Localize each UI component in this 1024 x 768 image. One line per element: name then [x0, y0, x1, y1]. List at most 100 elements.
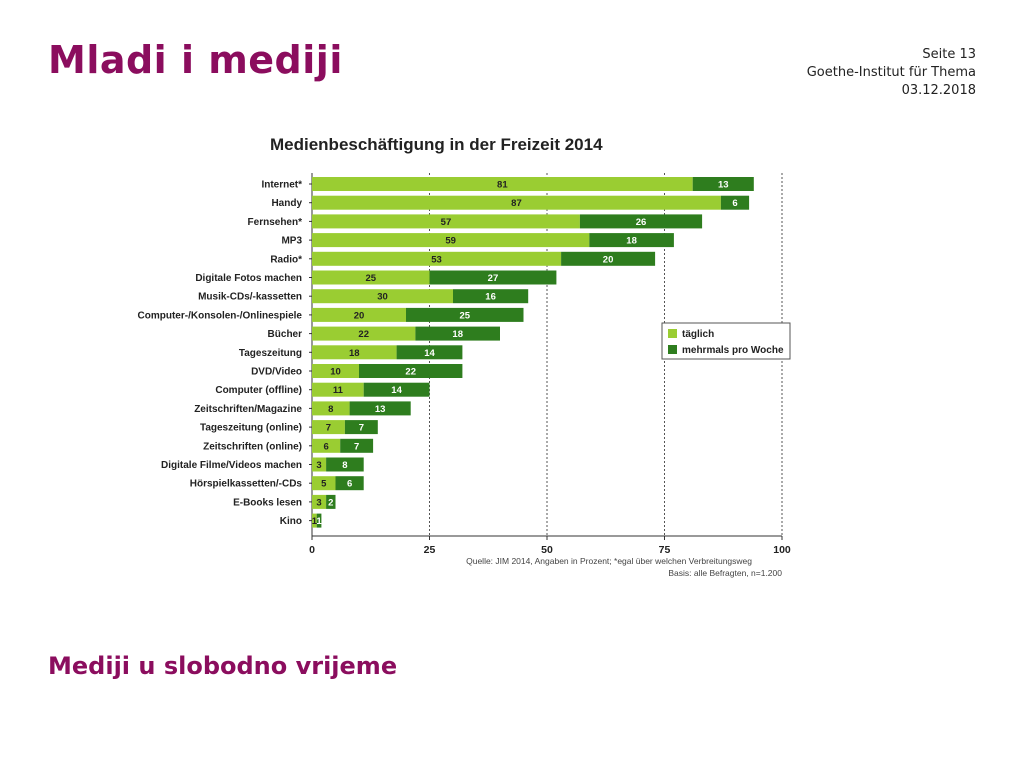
- x-tick-label: 100: [773, 544, 791, 556]
- bar-mehrmals: [406, 307, 524, 322]
- bar-mehrmals: [326, 457, 364, 472]
- bar-taeglich: [312, 251, 562, 266]
- data-label-mehrmals: 14: [424, 348, 435, 359]
- data-label-mehrmals: 6: [347, 479, 352, 490]
- bar-taeglich: [312, 438, 341, 453]
- bar-taeglich: [312, 494, 327, 509]
- category-label: Musik-CDs/-kassetten: [198, 292, 302, 303]
- bar-taeglich: [312, 513, 317, 528]
- category-label: Computer (offline): [215, 385, 302, 396]
- category-label: Fernsehen*: [248, 217, 303, 228]
- data-label-taeglich: 8: [328, 404, 333, 415]
- data-label-taeglich: 3: [316, 497, 321, 508]
- bar-mehrmals: [429, 270, 557, 285]
- chart-basis: Basis: alle Befragten, n=1.200: [668, 568, 782, 578]
- bar-taeglich: [312, 289, 453, 304]
- bar-mehrmals: [326, 494, 336, 509]
- data-label-taeglich: 59: [445, 236, 456, 247]
- data-label-mehrmals: 25: [459, 310, 470, 321]
- bar-mehrmals: [340, 438, 374, 453]
- slide-date: 03.12.2018: [901, 83, 976, 98]
- data-label-taeglich: 87: [511, 198, 522, 209]
- bar-mehrmals: [692, 177, 754, 191]
- chart-title: Medienbeschäftigung in der Freizeit 2014: [270, 135, 603, 154]
- bar-mehrmals: [396, 345, 463, 360]
- data-label-taeglich: 5: [321, 479, 327, 490]
- bar-mehrmals: [344, 420, 378, 435]
- bar-mehrmals: [316, 513, 322, 528]
- legend-swatch-mehrmals: [668, 345, 677, 354]
- category-label: Radio*: [270, 254, 302, 265]
- bar-mehrmals: [349, 401, 411, 416]
- category-label: Digitale Fotos machen: [195, 273, 302, 284]
- bar-taeglich: [312, 233, 590, 248]
- bar-mehrmals: [561, 251, 656, 266]
- data-label-taeglich: 57: [441, 217, 452, 228]
- category-label: Zeitschriften/Magazine: [194, 404, 302, 415]
- slide-title: Mladi i mediji: [48, 38, 343, 82]
- category-label: E-Books lesen: [233, 497, 302, 508]
- category-label: Zeitschriften (online): [203, 441, 302, 452]
- legend-label-taeglich: täglich: [682, 329, 714, 340]
- bar-taeglich: [312, 270, 430, 285]
- data-label-mehrmals: 2: [328, 497, 333, 508]
- data-label-mehrmals: 22: [405, 367, 416, 378]
- bar-taeglich: [312, 420, 345, 435]
- data-label-mehrmals: 7: [359, 423, 364, 434]
- bar-mehrmals: [359, 364, 463, 378]
- category-label: Tageszeitung: [239, 348, 302, 359]
- category-label: Tageszeitung (online): [200, 423, 302, 434]
- bar-mehrmals: [363, 382, 430, 397]
- data-label-taeglich: 3: [316, 460, 321, 471]
- x-tick-label: 25: [424, 544, 436, 556]
- bar-taeglich: [312, 364, 359, 378]
- data-label-taeglich: 30: [377, 292, 388, 303]
- category-label: Digitale Filme/Videos machen: [161, 460, 302, 471]
- x-tick-label: 0: [309, 544, 315, 556]
- data-label-mehrmals: 8: [342, 460, 347, 471]
- bar-mehrmals: [589, 233, 674, 248]
- data-label-taeglich: 22: [358, 329, 369, 340]
- category-label: MP3: [281, 236, 302, 247]
- data-label-mehrmals: 13: [375, 404, 386, 415]
- bar-taeglich: [312, 326, 416, 341]
- data-label-mehrmals: 13: [718, 180, 729, 191]
- chart-source: Quelle: JIM 2014, Angaben in Prozent; *e…: [466, 556, 752, 566]
- bar-taeglich: [312, 382, 364, 397]
- data-label-taeglich: 81: [497, 180, 508, 191]
- bar-taeglich: [312, 307, 406, 322]
- bar-taeglich: [312, 214, 580, 229]
- bar-taeglich: [312, 476, 336, 491]
- data-label-taeglich: 18: [349, 348, 360, 359]
- bar-taeglich: [312, 177, 693, 191]
- category-label: Computer-/Konsolen-/Onlinespiele: [138, 310, 303, 321]
- data-label-taeglich: 1: [312, 516, 318, 527]
- bar-mehrmals: [720, 195, 750, 210]
- data-label-taeglich: 6: [323, 441, 328, 452]
- data-label-mehrmals: 16: [485, 292, 496, 303]
- bar-taeglich: [312, 401, 350, 416]
- data-label-mehrmals: 14: [391, 385, 402, 396]
- legend-box: [661, 322, 791, 360]
- data-label-taeglich: 7: [326, 423, 331, 434]
- bar-taeglich: [312, 457, 327, 472]
- category-label: Bücher: [268, 329, 303, 340]
- data-label-taeglich: 53: [431, 254, 442, 265]
- data-label-mehrmals: 18: [626, 236, 637, 247]
- page-number: Seite 13: [922, 47, 976, 62]
- bar-taeglich: [312, 345, 397, 360]
- slide-subtitle: Mediji u slobodno vrijeme: [48, 652, 398, 680]
- bar-mehrmals: [453, 289, 529, 304]
- data-label-mehrmals: 6: [732, 198, 737, 209]
- institute-name: Goethe-Institut für Thema: [806, 65, 976, 80]
- x-tick-label: 75: [659, 544, 671, 556]
- category-label: DVD/Video: [251, 367, 302, 378]
- data-label-mehrmals: 1: [316, 516, 322, 527]
- bar-mehrmals: [415, 326, 500, 341]
- bar-mehrmals: [335, 476, 364, 491]
- x-tick-label: 50: [541, 544, 553, 556]
- data-label-mehrmals: 20: [603, 254, 614, 265]
- data-label-mehrmals: 27: [488, 273, 499, 284]
- data-label-taeglich: 11: [333, 385, 344, 396]
- data-label-taeglich: 20: [354, 310, 365, 321]
